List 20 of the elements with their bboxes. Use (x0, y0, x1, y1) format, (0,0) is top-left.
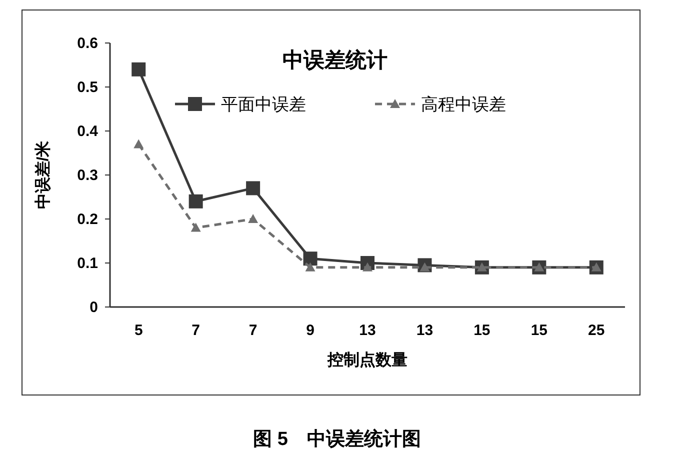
x-tick: 5 (134, 322, 143, 339)
x-tick: 13 (416, 322, 434, 339)
x-tick: 7 (248, 322, 258, 339)
x-tick: 25 (588, 322, 605, 339)
title: 中误差统计 (282, 49, 388, 72)
x-tick: 9 (306, 322, 314, 339)
x-tick: 13 (359, 322, 376, 339)
y-tick: 0.2 (77, 211, 98, 228)
y-tick: 0.3 (77, 167, 98, 184)
x-tick: 15 (530, 322, 548, 339)
xlabel: 控制点数量 (328, 352, 408, 369)
y-tick: 0 (90, 299, 98, 316)
annotation: 图 5 中误差统计图 (253, 429, 421, 450)
x-tick: 15 (474, 322, 490, 339)
y-tick: 0.6 (77, 35, 98, 52)
y-tick: 0.1 (77, 255, 98, 272)
x-tick: 7 (192, 322, 200, 339)
y-tick: 0.4 (77, 123, 98, 140)
y-tick: 0.5 (77, 79, 98, 96)
ylabel: 中误差/米 (35, 140, 52, 210)
